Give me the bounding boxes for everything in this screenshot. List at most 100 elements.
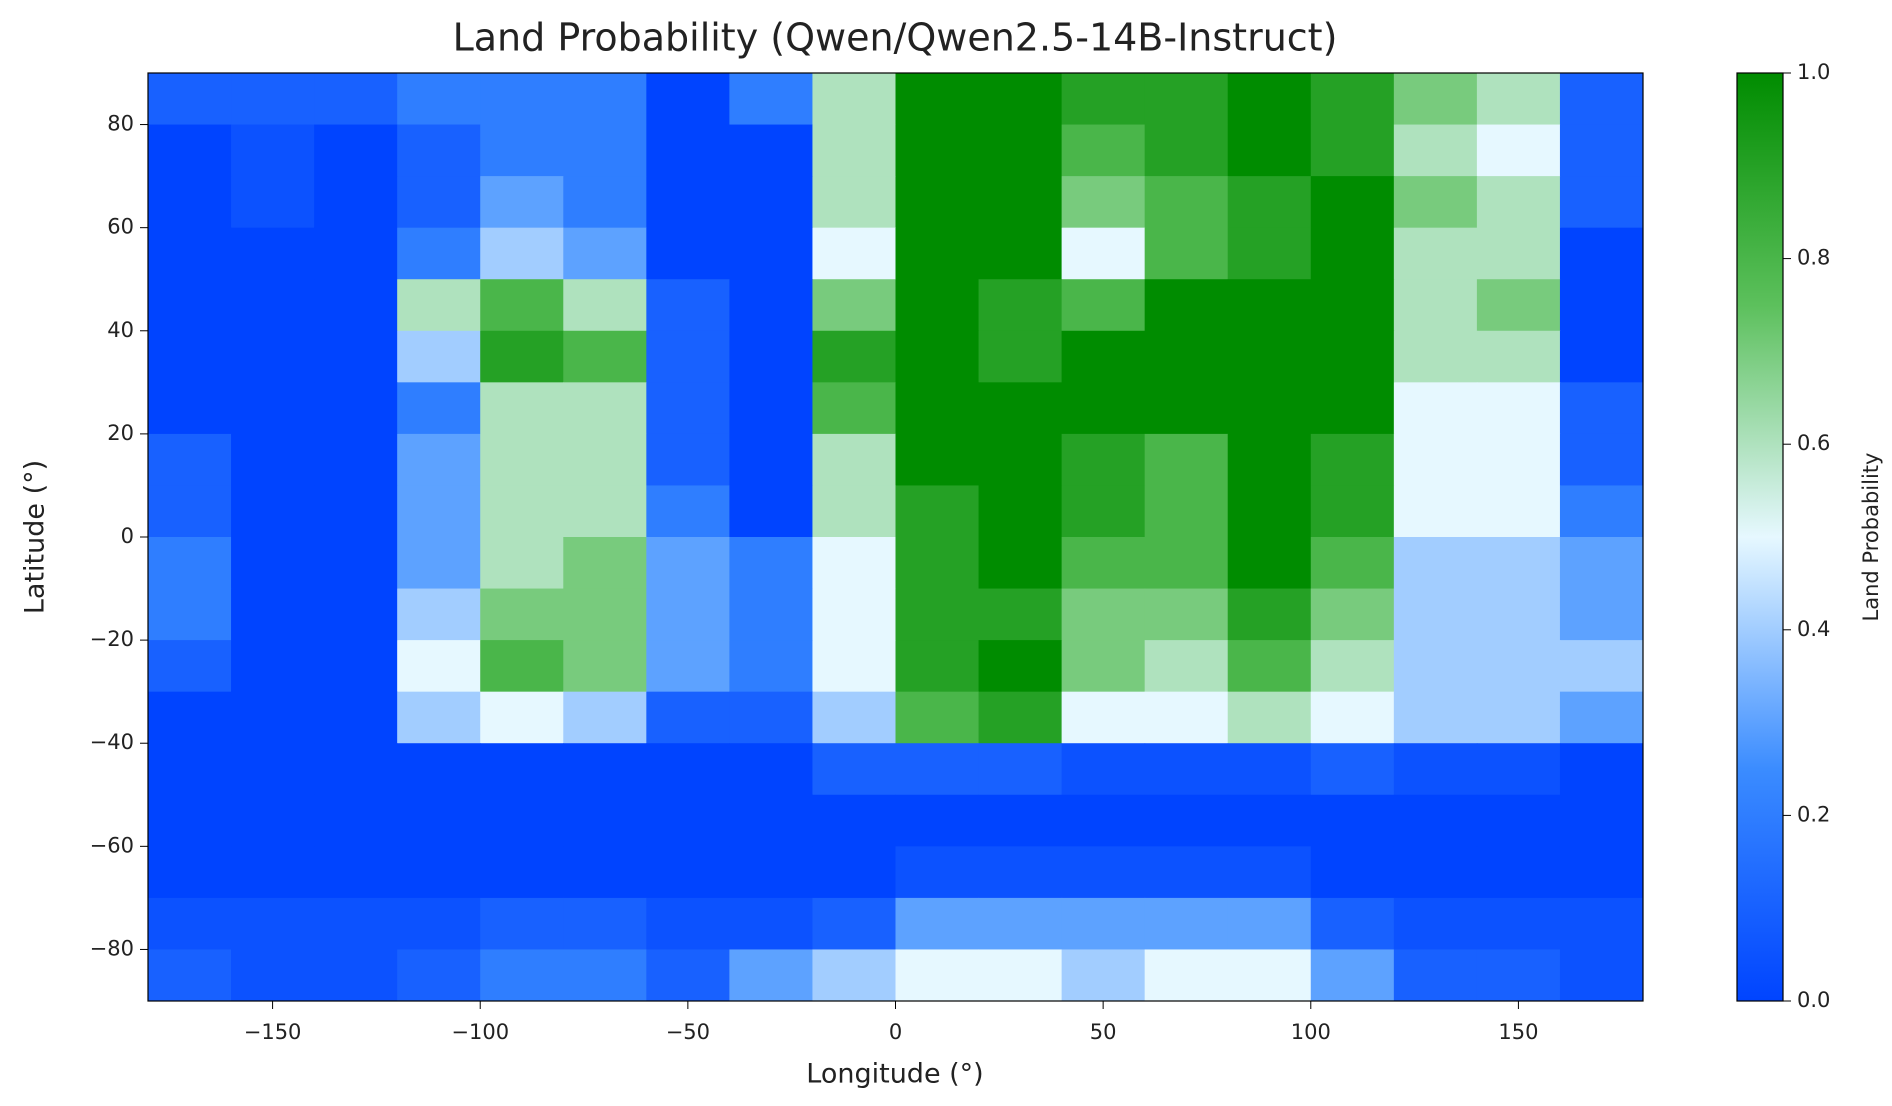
heatmap-cell: [314, 382, 398, 435]
y-tick-label: −40: [90, 730, 134, 754]
heatmap-cell: [1227, 537, 1312, 590]
heatmap-cell: [978, 485, 1063, 538]
heatmap-cell: [148, 588, 232, 641]
heatmap-cell: [646, 227, 730, 280]
heatmap-cell: [148, 73, 232, 126]
heatmap-cell: [895, 537, 980, 590]
heatmap-cell: [1559, 897, 1644, 950]
heatmap-cell: [1476, 227, 1561, 280]
heatmap-cell: [1310, 330, 1395, 383]
heatmap-cell: [1310, 794, 1395, 847]
heatmap-cell: [895, 846, 980, 899]
heatmap-cell: [812, 279, 896, 332]
heatmap-cell: [480, 124, 564, 177]
y-tick-label: 40: [107, 318, 134, 342]
heatmap-cell: [1476, 949, 1561, 1002]
heatmap-cell: [1144, 537, 1229, 590]
heatmap-cell: [1144, 124, 1229, 177]
heatmap-cell: [812, 897, 896, 950]
heatmap-cell: [563, 176, 647, 229]
colorbar-tick-label: 0.8: [1797, 246, 1830, 270]
heatmap-cell: [563, 279, 647, 332]
heatmap-cell: [729, 330, 813, 383]
heatmap-cell: [563, 743, 647, 796]
colorbar-tick-label: 0.2: [1797, 802, 1830, 826]
heatmap-cell: [1227, 279, 1312, 332]
heatmap-cell: [812, 227, 896, 280]
heatmap-cell: [1559, 794, 1644, 847]
y-axis-title: Latitude (°): [20, 460, 51, 614]
heatmap-cell: [1061, 794, 1146, 847]
x-tick-label: −100: [451, 1020, 509, 1044]
colorbar-tick-label: 0.4: [1797, 617, 1830, 641]
y-tick-label: 0: [121, 524, 134, 548]
heatmap-cell: [1061, 588, 1146, 641]
heatmap-cell: [148, 176, 232, 229]
heatmap-cell: [1393, 691, 1478, 744]
heatmap-cell: [314, 640, 398, 693]
heatmap-cell: [812, 537, 896, 590]
heatmap-cell: [397, 588, 481, 641]
heatmap-cell: [397, 846, 481, 899]
heatmap-cell: [480, 227, 564, 280]
heatmap-cell: [646, 640, 730, 693]
heatmap-cell: [978, 433, 1063, 486]
heatmap-cell: [1476, 588, 1561, 641]
heatmap-cell: [1144, 640, 1229, 693]
heatmap-cell: [563, 537, 647, 590]
heatmap-cell: [397, 485, 481, 538]
heatmap-cell: [1061, 743, 1146, 796]
heatmap-cell: [563, 846, 647, 899]
heatmap-cell: [646, 433, 730, 486]
heatmap-cell: [231, 433, 315, 486]
heatmap-cell: [1144, 73, 1229, 126]
heatmap-cell: [314, 227, 398, 280]
heatmap-cell: [148, 382, 232, 435]
heatmap-cell: [1144, 176, 1229, 229]
heatmap-cell: [1061, 691, 1146, 744]
heatmap-cell: [646, 588, 730, 641]
heatmap-cell: [978, 588, 1063, 641]
heatmap-cell: [1393, 846, 1478, 899]
heatmap-cell: [1476, 382, 1561, 435]
heatmap-cell: [1559, 382, 1644, 435]
heatmap-cell: [646, 485, 730, 538]
heatmap-cell: [895, 794, 980, 847]
heatmap-cell: [1310, 949, 1395, 1002]
heatmap-cell: [978, 176, 1063, 229]
heatmap-cell: [480, 743, 564, 796]
heatmap-cell: [1061, 897, 1146, 950]
heatmap-cell: [729, 433, 813, 486]
heatmap-cell: [1559, 640, 1644, 693]
heatmap-cell: [729, 124, 813, 177]
heatmap-cell: [231, 537, 315, 590]
heatmap-cell: [1144, 846, 1229, 899]
heatmap-cell: [231, 897, 315, 950]
heatmap-cell: [1476, 640, 1561, 693]
heatmap-cell: [812, 485, 896, 538]
heatmap-cell: [1476, 176, 1561, 229]
heatmap-cell: [231, 691, 315, 744]
heatmap-cell: [1559, 176, 1644, 229]
heatmap-cell: [314, 485, 398, 538]
heatmap-cell: [148, 330, 232, 383]
colorbar-tick-label: 0.6: [1797, 431, 1830, 455]
heatmap-cell: [231, 176, 315, 229]
heatmap-cell: [231, 124, 315, 177]
heatmap-cell: [1476, 279, 1561, 332]
x-tick-label: 0: [889, 1020, 902, 1044]
heatmap-cell: [978, 794, 1063, 847]
heatmap-cell: [646, 691, 730, 744]
heatmap-cell: [646, 330, 730, 383]
heatmap-cell: [978, 897, 1063, 950]
heatmap-cell: [397, 227, 481, 280]
heatmap-cell: [812, 176, 896, 229]
heatmap-cell: [1144, 382, 1229, 435]
heatmap-cell: [1227, 640, 1312, 693]
heatmap-cell: [895, 73, 980, 126]
heatmap-cell: [314, 73, 398, 126]
heatmap-cell: [729, 485, 813, 538]
heatmap-cell: [480, 588, 564, 641]
heatmap-cell: [1061, 227, 1146, 280]
